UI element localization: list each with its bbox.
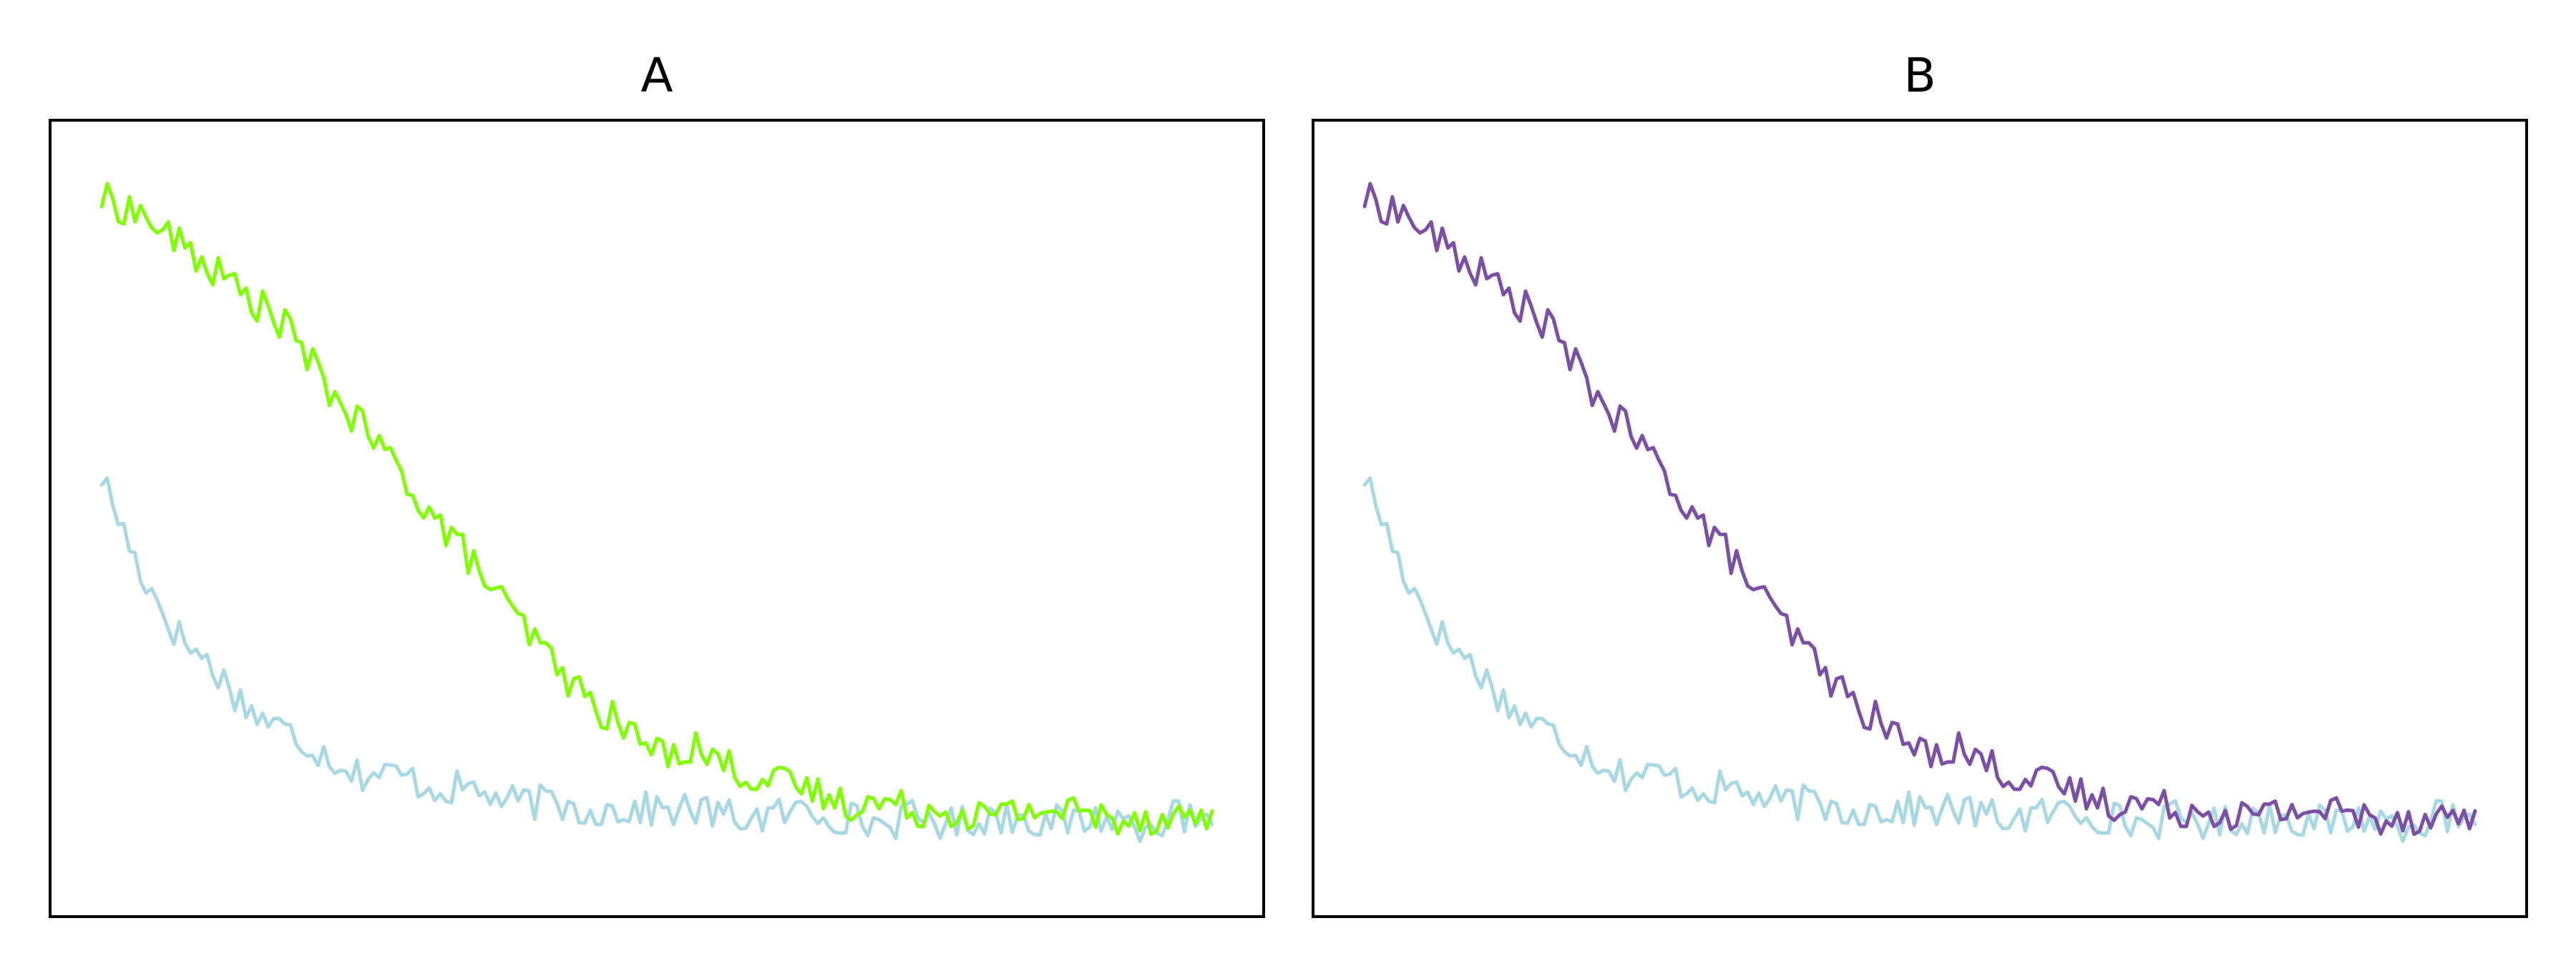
- panel-b-series-1-line: [1362, 476, 2477, 844]
- panel-b-frame: [1312, 119, 2528, 918]
- panel-a: A: [49, 48, 1265, 918]
- panel-a-series-1-line: [99, 476, 1214, 844]
- panel-a-frame: [49, 119, 1265, 918]
- panel-b-plot-area: [1362, 182, 2477, 844]
- panel-a-series-2-line: [99, 182, 1214, 836]
- panel-a-title: A: [640, 48, 673, 103]
- panel-b-title: B: [1903, 48, 1936, 103]
- panel-a-plot-area: [99, 182, 1214, 844]
- panel-b-series-2-line: [1362, 182, 2477, 836]
- panel-b: B: [1312, 48, 2528, 918]
